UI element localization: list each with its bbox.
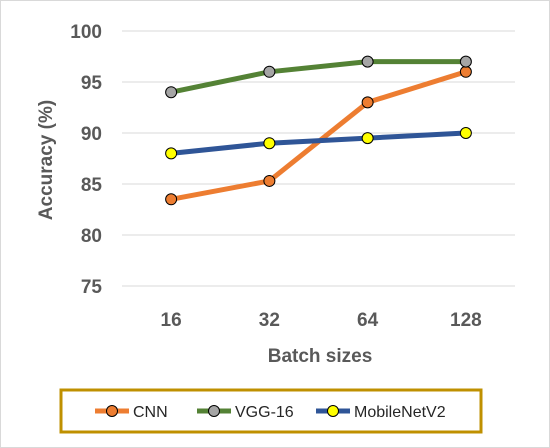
data-point	[165, 147, 178, 160]
data-point	[361, 132, 374, 145]
data-point	[263, 65, 276, 78]
y-tick-label: 95	[81, 73, 103, 94]
series-markers	[165, 55, 472, 206]
x-tick-label: 64	[357, 310, 379, 331]
y-axis-title: Accuracy (%)	[36, 100, 57, 220]
legend-label: VGG-16	[235, 404, 294, 421]
legend-swatch-marker	[106, 405, 118, 417]
legend-label: MobileNetV2	[354, 404, 446, 421]
data-point	[361, 96, 374, 109]
legend-swatch-marker	[208, 405, 220, 417]
y-tick-label: 90	[81, 124, 102, 145]
series-line-mobilenetv2	[168, 130, 469, 156]
legend-label: CNN	[133, 404, 168, 421]
data-point	[165, 86, 178, 99]
x-axis-title: Batch sizes	[268, 346, 373, 367]
gridlines	[122, 30, 515, 287]
x-axis-ticks: 16 32 64 128	[161, 310, 482, 331]
legend-items: CNN VGG-16 MobileNetV2	[95, 404, 446, 421]
series-line-vgg-16	[168, 59, 469, 95]
legend-swatch-marker	[327, 405, 339, 417]
legend: CNN VGG-16 MobileNetV2	[59, 388, 483, 434]
x-tick-label: 128	[450, 310, 482, 331]
x-tick-label: 16	[161, 310, 182, 331]
y-tick-label: 100	[70, 22, 102, 43]
y-tick-label: 85	[81, 175, 103, 196]
data-point	[165, 193, 178, 206]
x-tick-label: 32	[259, 310, 280, 331]
y-axis-ticks: 75 80 85 90 95 100	[70, 22, 102, 298]
data-point	[361, 55, 374, 68]
series-lines	[168, 59, 469, 202]
data-point	[459, 55, 472, 68]
y-tick-label: 80	[81, 226, 102, 247]
y-tick-label: 75	[81, 277, 103, 298]
data-point	[459, 65, 472, 78]
data-point	[459, 127, 472, 139]
data-point	[263, 137, 276, 150]
legend-frame	[59, 388, 483, 434]
data-point	[263, 174, 276, 187]
